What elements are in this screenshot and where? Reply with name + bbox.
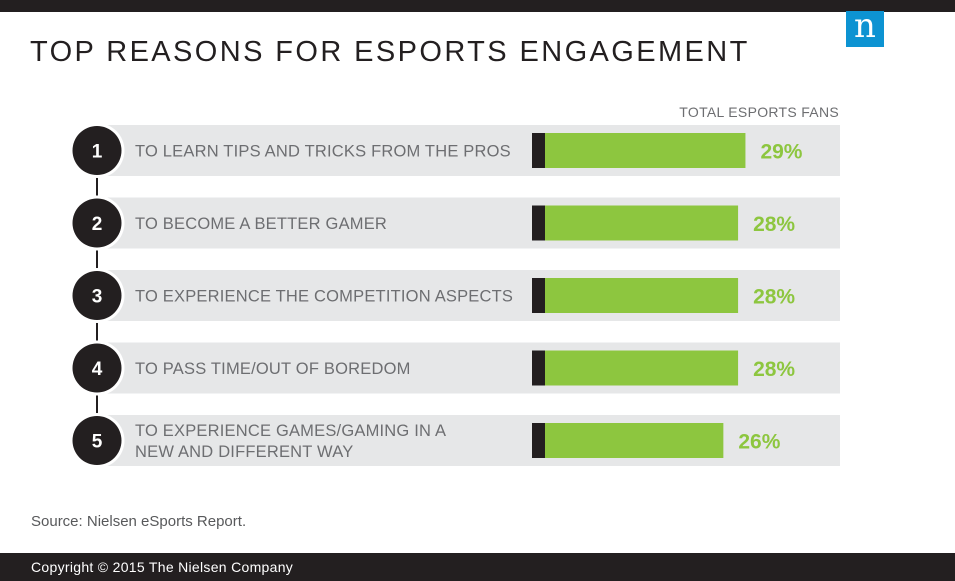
value-label: 29% [760,141,802,164]
row-label: TO LEARN TIPS AND TRICKS FROM THE PROS [135,143,511,161]
top-bar [0,0,955,12]
row-label: TO EXPERIENCE THE COMPETITION ASPECTS [135,288,513,306]
bar [532,423,724,458]
column-header: TOTAL ESPORTS FANS [679,104,839,120]
bar-marker [532,350,545,386]
bar [532,350,739,386]
value-label: 28% [753,213,795,236]
bottom-bar: Copyright © 2015 The Nielsen Company [0,553,955,581]
rank-number: 2 [92,214,103,235]
bar [532,205,739,241]
rank-circle [72,343,122,393]
rank-number: 1 [92,142,103,163]
source-note: Source: Nielsen eSports Report. [31,513,247,530]
rank-number: 3 [92,287,103,308]
row-label: TO BECOME A BETTER GAMER [135,215,387,233]
rank-circle [72,198,122,248]
rank-number: 4 [92,359,103,380]
value-label: 28% [753,358,795,381]
value-label: 26% [738,431,780,454]
bar [532,133,746,168]
value-label: 28% [753,286,795,309]
bar-marker [532,133,545,168]
row-label: NEW AND DIFFERENT WAY [135,443,353,461]
row-label: TO PASS TIME/OUT OF BOREDOM [135,360,411,378]
rank-circle [72,126,122,175]
copyright: Copyright © 2015 The Nielsen Company [31,559,294,575]
bar-marker [532,205,545,241]
bar-marker [532,423,545,458]
row-label: TO EXPERIENCE GAMES/GAMING IN A [135,422,446,440]
nielsen-logo: n [846,9,884,47]
bar [532,278,739,313]
rank-circle [72,271,122,320]
bar-marker [532,278,545,313]
rank-circle [72,416,122,465]
chart-title: TOP REASONS FOR ESPORTS ENGAGEMENT [30,36,750,68]
rank-number: 5 [92,432,103,453]
